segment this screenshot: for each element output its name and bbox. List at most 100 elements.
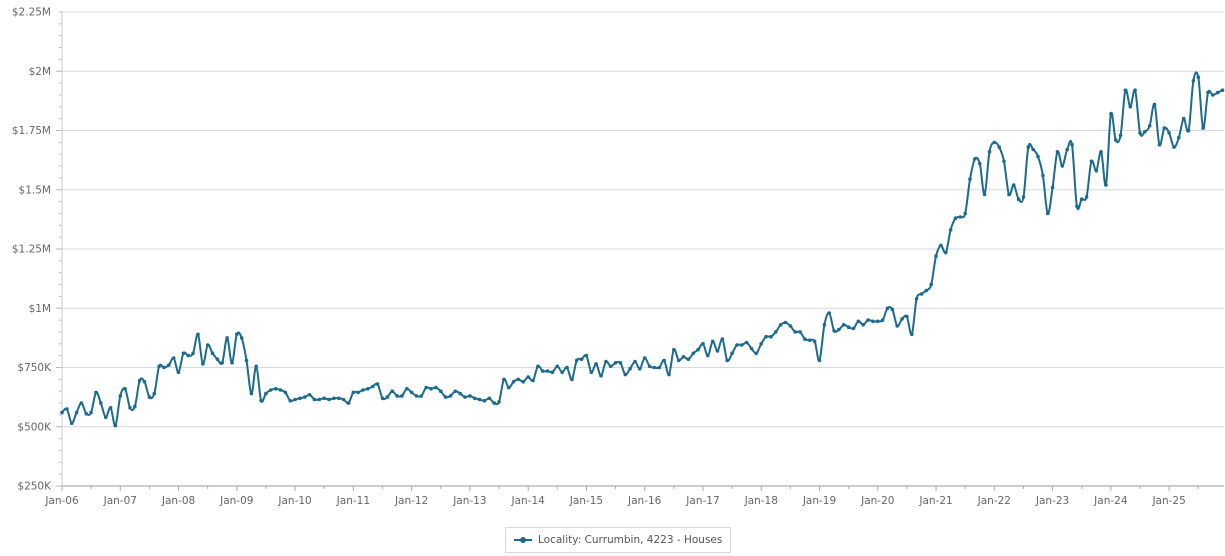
data-point[interactable]: [269, 388, 273, 392]
data-point[interactable]: [191, 351, 195, 356]
data-point[interactable]: [113, 423, 118, 428]
data-point[interactable]: [1215, 90, 1220, 95]
data-point[interactable]: [715, 349, 720, 353]
data-point[interactable]: [900, 317, 904, 321]
data-point[interactable]: [885, 306, 890, 311]
data-point[interactable]: [584, 353, 589, 358]
data-point[interactable]: [424, 385, 429, 390]
data-point[interactable]: [856, 319, 861, 324]
data-point[interactable]: [701, 342, 705, 346]
data-point[interactable]: [1026, 145, 1031, 149]
data-point[interactable]: [667, 372, 671, 377]
data-point[interactable]: [1191, 78, 1196, 83]
data-point[interactable]: [371, 384, 375, 389]
data-point[interactable]: [914, 297, 919, 301]
data-point[interactable]: [429, 387, 433, 391]
data-point[interactable]: [239, 336, 244, 340]
data-point[interactable]: [60, 410, 64, 415]
data-point[interactable]: [628, 366, 632, 371]
data-point[interactable]: [1084, 195, 1089, 199]
data-point[interactable]: [1060, 164, 1065, 168]
data-point[interactable]: [1079, 197, 1084, 201]
data-point[interactable]: [997, 145, 1001, 149]
data-point[interactable]: [1162, 126, 1167, 130]
data-point[interactable]: [351, 390, 356, 395]
data-point[interactable]: [774, 330, 778, 334]
data-point[interactable]: [468, 394, 472, 398]
legend[interactable]: Locality: Currumbin, 4223 - Houses: [505, 527, 732, 553]
data-point[interactable]: [443, 395, 448, 399]
data-point[interactable]: [1041, 173, 1045, 178]
data-point[interactable]: [944, 250, 948, 255]
data-point[interactable]: [1133, 88, 1137, 92]
data-point[interactable]: [497, 400, 501, 404]
data-point[interactable]: [337, 396, 341, 401]
data-point[interactable]: [832, 329, 836, 333]
data-point[interactable]: [555, 364, 560, 369]
data-point[interactable]: [803, 337, 807, 341]
data-point[interactable]: [1143, 129, 1147, 134]
data-point[interactable]: [536, 364, 540, 369]
data-point[interactable]: [458, 391, 463, 396]
data-point[interactable]: [1128, 105, 1133, 109]
data-point[interactable]: [1172, 145, 1176, 149]
data-point[interactable]: [1070, 142, 1074, 147]
data-point[interactable]: [341, 397, 346, 402]
data-point[interactable]: [1220, 88, 1225, 92]
data-point[interactable]: [439, 389, 443, 394]
data-point[interactable]: [642, 356, 647, 360]
data-point[interactable]: [608, 364, 613, 369]
data-point[interactable]: [594, 362, 598, 366]
data-point[interactable]: [89, 410, 93, 415]
data-point[interactable]: [890, 307, 895, 312]
data-point[interactable]: [958, 215, 963, 219]
data-point[interactable]: [783, 320, 788, 325]
data-point[interactable]: [506, 385, 511, 390]
data-point[interactable]: [1065, 147, 1069, 152]
data-point[interactable]: [162, 365, 166, 370]
data-point[interactable]: [676, 358, 681, 363]
data-point[interactable]: [1050, 185, 1055, 190]
data-point[interactable]: [1007, 192, 1011, 197]
data-point[interactable]: [934, 254, 938, 258]
data-point[interactable]: [851, 326, 856, 331]
data-point[interactable]: [604, 359, 608, 364]
data-point[interactable]: [201, 362, 205, 366]
data-point[interactable]: [137, 378, 142, 383]
data-point[interactable]: [662, 358, 666, 363]
data-point[interactable]: [599, 374, 603, 378]
data-point[interactable]: [235, 332, 239, 337]
data-point[interactable]: [861, 323, 865, 327]
data-point[interactable]: [968, 177, 972, 181]
data-point[interactable]: [672, 347, 676, 352]
data-point[interactable]: [1206, 90, 1210, 95]
data-point[interactable]: [147, 395, 152, 399]
data-point[interactable]: [133, 404, 137, 409]
data-point[interactable]: [94, 390, 98, 395]
data-point[interactable]: [822, 323, 827, 327]
data-point[interactable]: [1123, 88, 1128, 92]
data-point[interactable]: [205, 343, 210, 347]
data-point[interactable]: [99, 401, 103, 405]
data-point[interactable]: [453, 389, 458, 394]
data-point[interactable]: [84, 411, 89, 416]
data-point[interactable]: [79, 401, 84, 405]
data-point[interactable]: [706, 353, 710, 358]
data-point[interactable]: [570, 377, 574, 382]
data-point[interactable]: [1045, 211, 1050, 216]
data-point[interactable]: [157, 364, 161, 369]
data-point[interactable]: [846, 325, 851, 330]
data-point[interactable]: [1109, 112, 1113, 116]
data-point[interactable]: [720, 337, 725, 341]
data-point[interactable]: [511, 379, 516, 384]
data-point[interactable]: [618, 361, 623, 365]
data-point[interactable]: [759, 342, 763, 346]
data-point[interactable]: [657, 365, 662, 370]
data-point[interactable]: [725, 358, 729, 363]
data-point[interactable]: [744, 340, 749, 345]
data-point[interactable]: [764, 334, 768, 339]
data-point[interactable]: [1157, 142, 1162, 147]
data-point[interactable]: [1075, 204, 1079, 209]
data-point[interactable]: [545, 369, 550, 373]
data-point[interactable]: [361, 388, 365, 392]
